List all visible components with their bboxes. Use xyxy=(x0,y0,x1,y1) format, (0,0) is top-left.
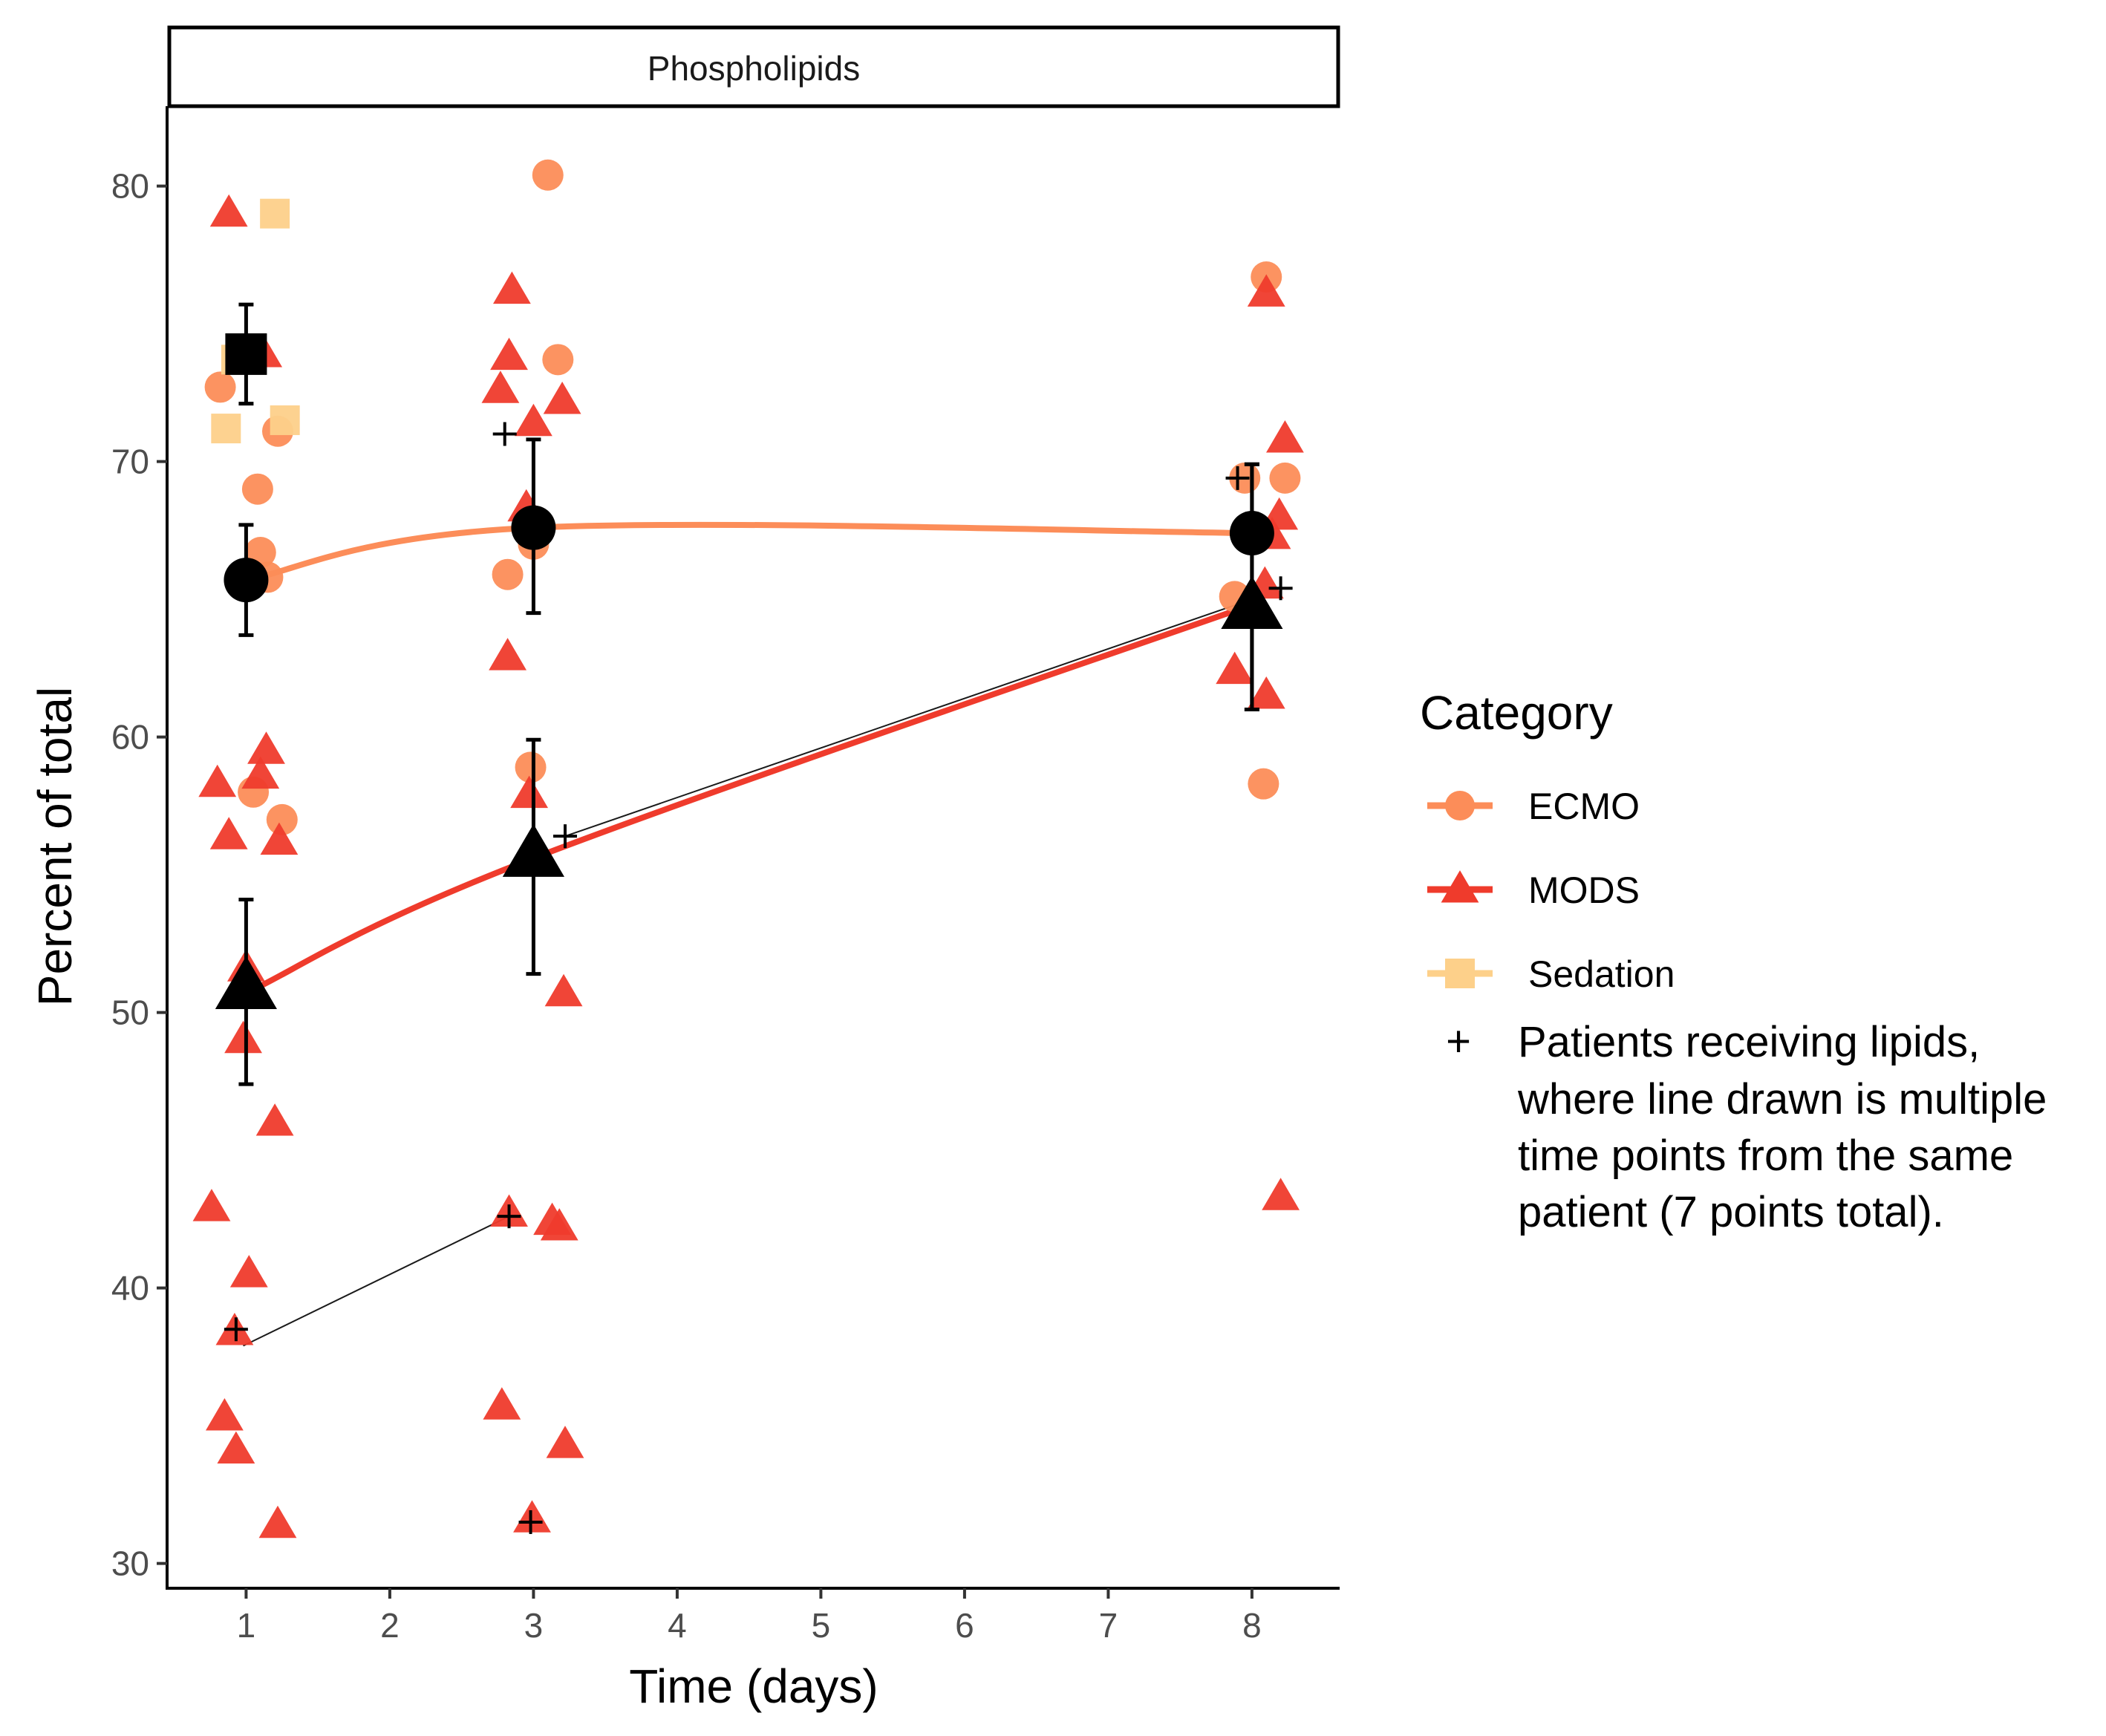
ecmo-point-17 xyxy=(1248,768,1279,800)
mods-point-25 xyxy=(544,973,583,1007)
mods-point-37 xyxy=(1216,651,1254,685)
mods-point-17 xyxy=(492,271,531,304)
x-tick-label-7: 7 xyxy=(1099,1606,1118,1645)
mods-point-30 xyxy=(546,1426,584,1458)
x-tick-label-8: 8 xyxy=(1242,1606,1262,1645)
lipid-plus-6 xyxy=(1225,466,1250,490)
lipid-markers xyxy=(224,422,1293,1534)
ecmo-legend-key xyxy=(1445,791,1475,820)
y-tick-label-70: 70 xyxy=(111,443,149,481)
legend-note-line-1: Patients receiving lipids, xyxy=(1518,1018,1980,1066)
ecmo-point-9 xyxy=(542,344,574,376)
patient-lines xyxy=(243,598,1253,1347)
legend-note-line-4: patient (7 points total). xyxy=(1518,1188,1944,1236)
legend-title: Category xyxy=(1420,686,1613,740)
mods-point-11 xyxy=(192,1189,231,1221)
mods-mean-3 xyxy=(1221,575,1283,629)
ecmo-point-7 xyxy=(266,803,298,835)
mods-point-4 xyxy=(247,731,285,764)
y-tick-label-80: 80 xyxy=(111,167,149,206)
ecmo-point-2 xyxy=(241,473,273,505)
y-tick-label-30: 30 xyxy=(111,1544,149,1583)
mods-point-15 xyxy=(217,1431,255,1464)
mods-point-33 xyxy=(1265,420,1304,453)
y-tick-label-50: 50 xyxy=(111,993,149,1032)
ecmo-point-16 xyxy=(1269,462,1301,494)
sedation-legend-key xyxy=(1445,959,1475,988)
lipid-plus-3 xyxy=(492,422,517,446)
x-axis-title: Time (days) xyxy=(629,1660,878,1713)
mods-legend-key xyxy=(1441,870,1479,903)
x-axis-ticks: 1 2 3 4 5 6 7 8 xyxy=(237,1588,1262,1645)
ecmo-point-10 xyxy=(492,558,524,590)
mods-point-14 xyxy=(205,1398,244,1431)
mods-point-28 xyxy=(533,1202,571,1236)
y-tick-label-60: 60 xyxy=(111,718,149,757)
mods-point-29 xyxy=(483,1387,521,1420)
legend-note-line-2: where line drawn is multiple xyxy=(1517,1075,2047,1123)
mods-point-7 xyxy=(260,822,299,855)
patient-line-1 xyxy=(243,1215,509,1347)
data-points xyxy=(192,159,1304,1538)
lipid-plus-1 xyxy=(224,1317,248,1342)
mods-point-39 xyxy=(1262,1178,1300,1210)
mods-point-24 xyxy=(510,775,549,809)
legend-note-symbol: + xyxy=(1446,1017,1471,1066)
facet-strip-title: Phospholipids xyxy=(648,49,860,88)
y-axis-title: Percent of total xyxy=(28,687,82,1006)
legend: Category ECMO MODS Sedation + Patients rec… xyxy=(1420,686,2047,1236)
ecmo-mean-1 xyxy=(224,558,269,603)
y-axis-ticks: 30 40 50 60 70 80 xyxy=(111,167,167,1583)
mods-point-6 xyxy=(209,817,248,849)
facet-strip xyxy=(167,25,1340,108)
ecmo-point-1 xyxy=(204,371,236,403)
mods-point-32 xyxy=(1247,274,1285,307)
legend-note-line-3: time points from the same xyxy=(1518,1132,2013,1180)
mods-point-21 xyxy=(543,382,581,414)
mods-point-3 xyxy=(198,764,237,797)
mods-point-23 xyxy=(489,638,526,670)
x-tick-label-4: 4 xyxy=(668,1606,687,1645)
x-tick-label-5: 5 xyxy=(812,1606,831,1645)
trend-lines xyxy=(243,521,1255,996)
mods-point-12 xyxy=(229,1255,268,1288)
mods-mean-1 xyxy=(215,956,278,1009)
ecmo-legend-label: ECMO xyxy=(1528,786,1640,827)
x-tick-label-2: 2 xyxy=(380,1606,400,1645)
lipid-plus-2 xyxy=(497,1204,521,1229)
mods-point-18 xyxy=(490,337,528,371)
sedation-point-3 xyxy=(270,405,300,435)
mods-point-19 xyxy=(481,371,520,403)
mods-legend-label: MODS xyxy=(1528,869,1640,911)
group-means xyxy=(215,302,1283,1086)
x-tick-label-3: 3 xyxy=(524,1606,544,1645)
ecmo-point-8 xyxy=(532,159,564,191)
mods-point-5 xyxy=(241,756,280,789)
sedation-point-4 xyxy=(211,414,241,444)
lipid-plus-5 xyxy=(518,1510,543,1534)
sedation-legend-label: Sedation xyxy=(1528,953,1675,995)
mods-point-38 xyxy=(1247,676,1285,709)
lipid-plus-7 xyxy=(1268,576,1293,601)
ecmo-trend-line xyxy=(243,521,1255,584)
sedation-point-1 xyxy=(260,198,290,229)
y-tick-label-40: 40 xyxy=(111,1269,149,1308)
mods-trend-line xyxy=(243,601,1255,996)
patient-line-2 xyxy=(564,598,1253,838)
sedation-mean-1 xyxy=(225,333,267,375)
ecmo-mean-2 xyxy=(511,505,556,550)
mods-point-16 xyxy=(258,1505,297,1538)
x-tick-label-6: 6 xyxy=(955,1606,974,1645)
mods-point-1 xyxy=(209,194,248,227)
lipid-plus-4 xyxy=(552,824,577,849)
ecmo-point-12 xyxy=(515,751,547,783)
x-tick-label-1: 1 xyxy=(237,1606,256,1645)
legend-entries: ECMO MODS Sedation xyxy=(1427,786,1675,995)
mods-point-20 xyxy=(515,403,552,437)
mods-point-10 xyxy=(255,1103,294,1136)
mods-point-9 xyxy=(224,1020,262,1054)
mods-mean-2 xyxy=(502,823,564,877)
